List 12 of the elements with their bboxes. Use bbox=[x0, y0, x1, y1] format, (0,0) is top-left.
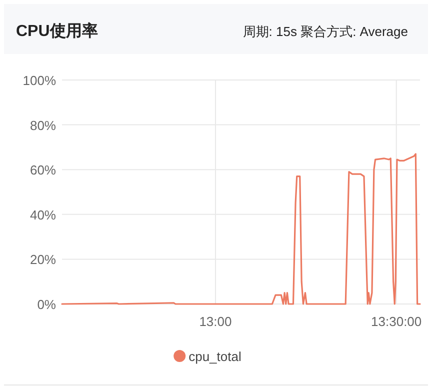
line-series bbox=[61, 153, 421, 305]
y-tick-label: 20% bbox=[30, 252, 56, 268]
y-tick-label: 100% bbox=[22, 73, 56, 88]
chart-title: CPU使用率 bbox=[16, 21, 98, 40]
y-tick-label: 60% bbox=[30, 162, 56, 178]
y-tick-label: 40% bbox=[30, 207, 56, 222]
x-tick-label: 13:30:00 bbox=[371, 314, 422, 329]
x-tick-label: 13:00 bbox=[199, 314, 232, 329]
y-tick-label: 80% bbox=[30, 118, 56, 133]
y-tick-label: 0% bbox=[37, 297, 56, 312]
chart-subtitle: 周期: 15s 聚合方式: Average bbox=[242, 24, 408, 39]
legend-label: cpu_total bbox=[188, 349, 242, 364]
